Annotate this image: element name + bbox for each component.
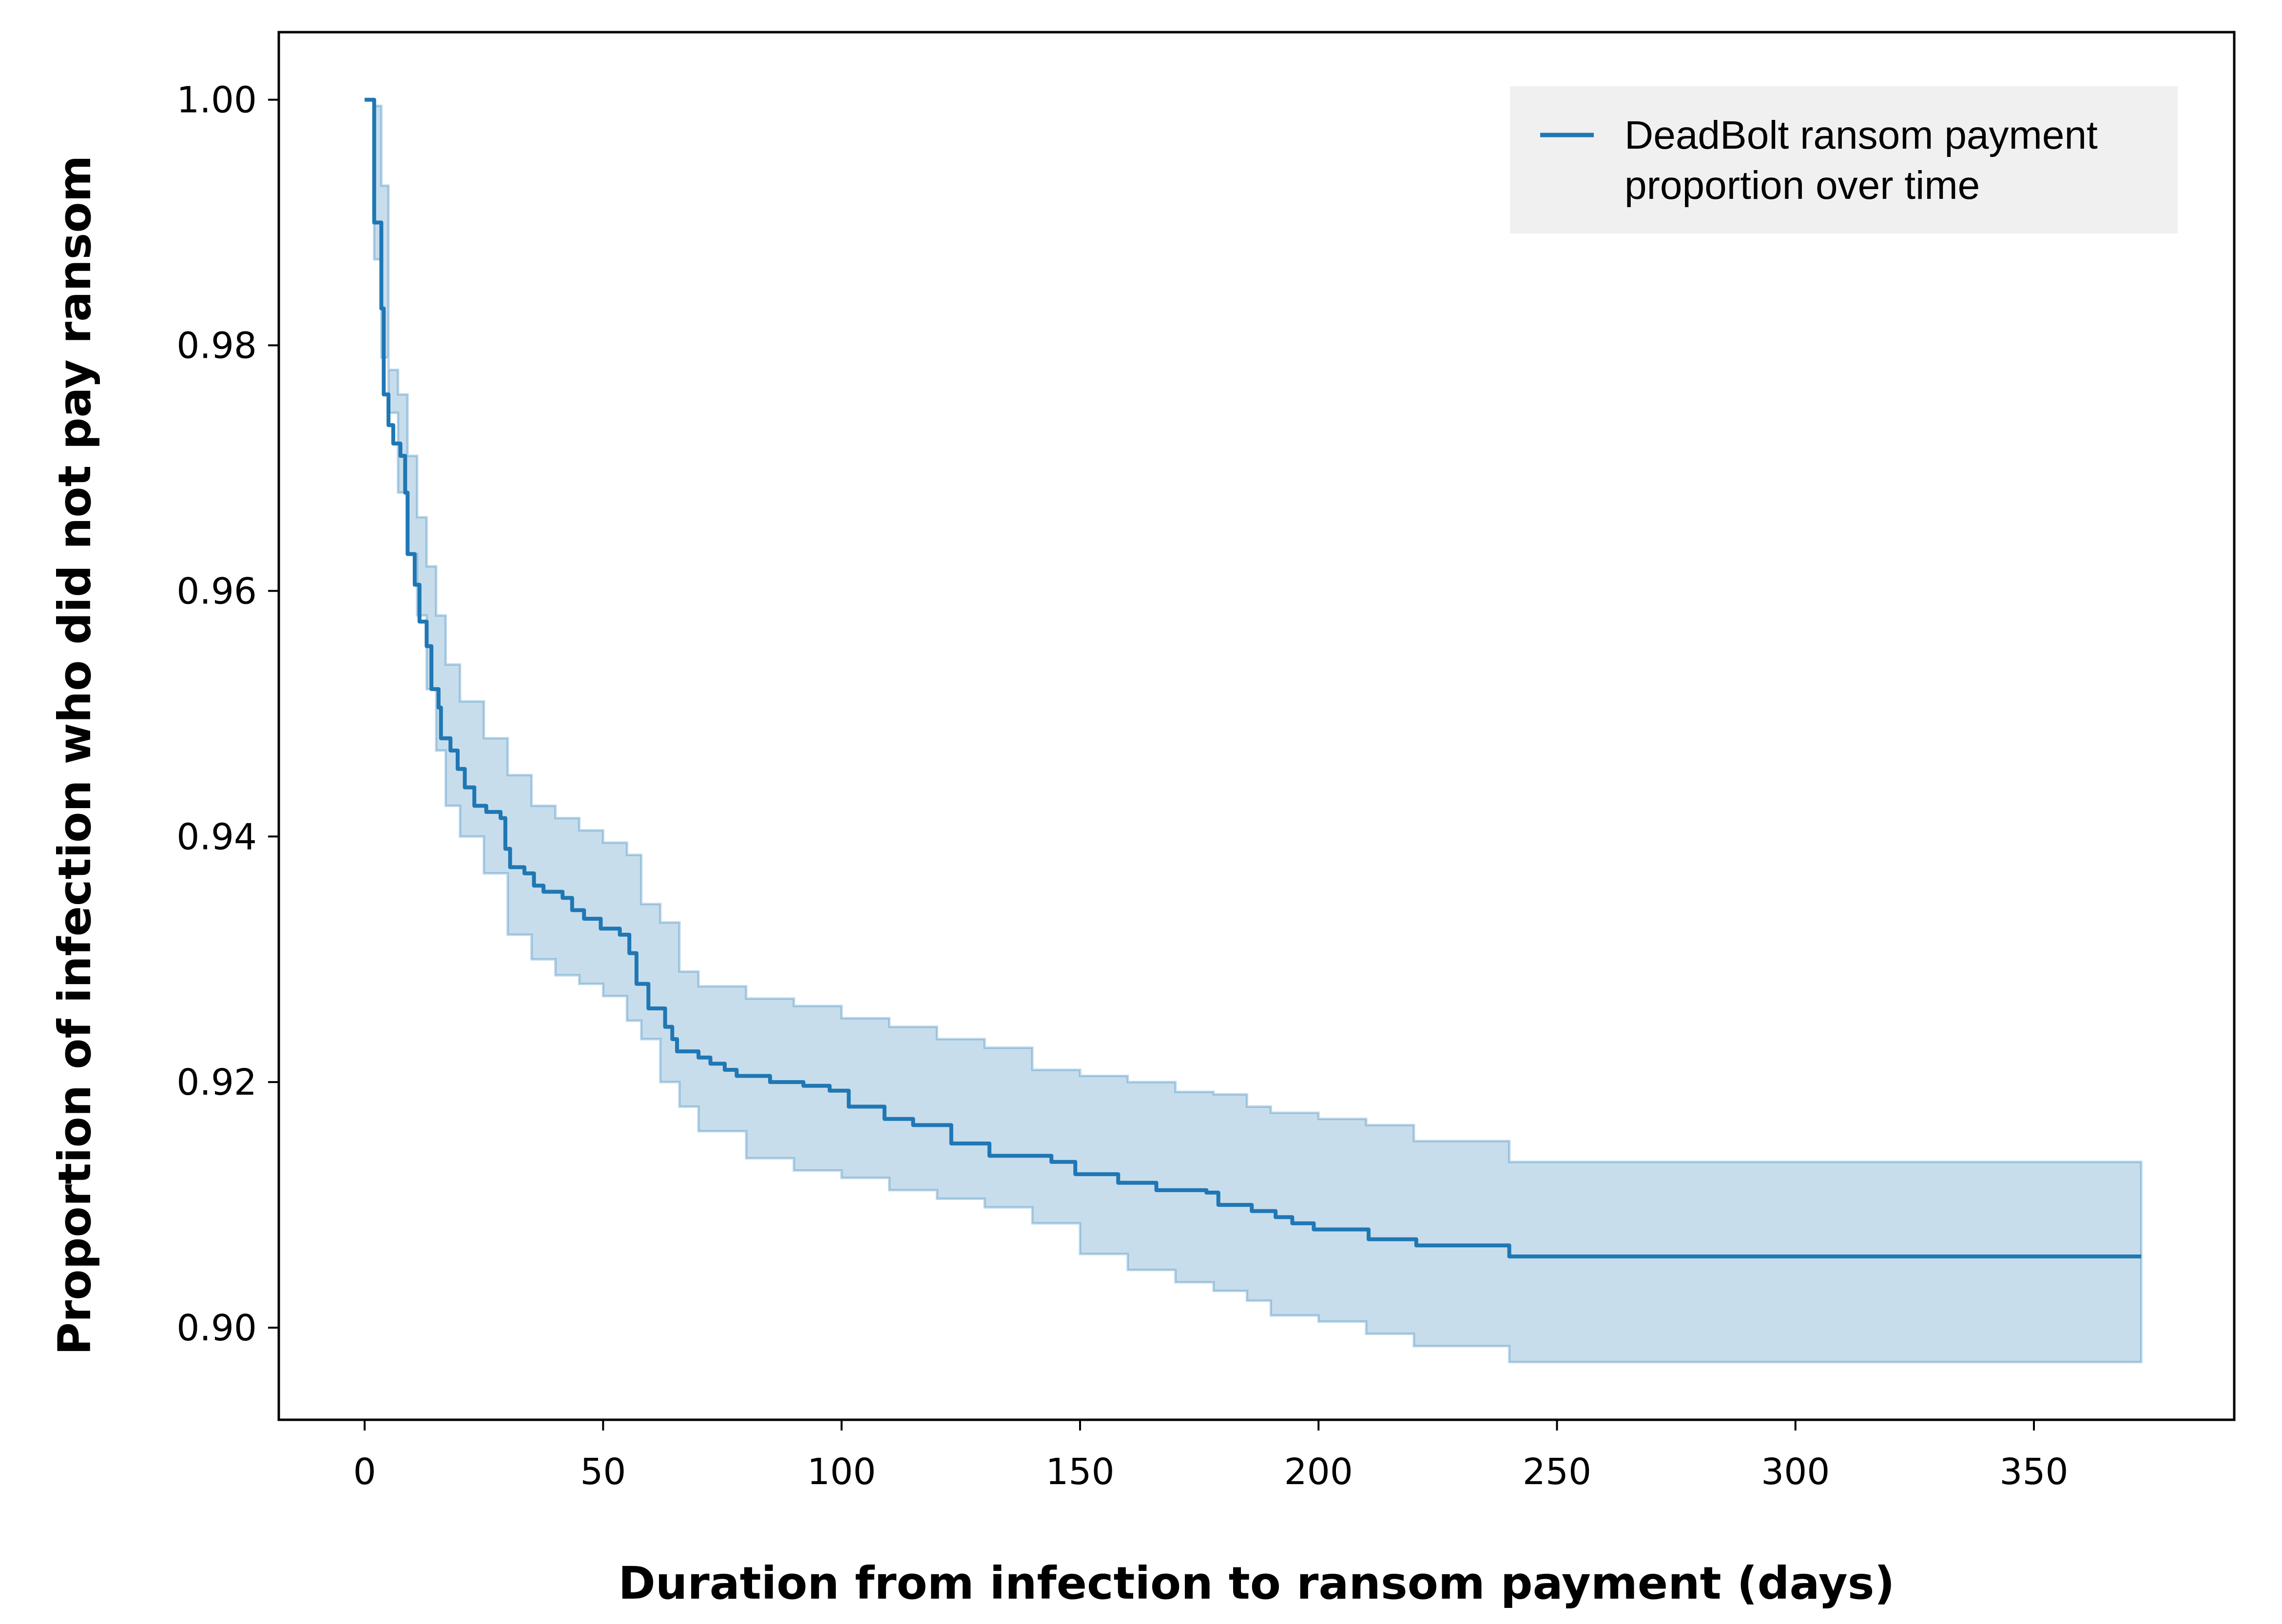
- x-tick-label: 300: [1761, 1451, 1830, 1493]
- legend-box: [1510, 86, 2178, 233]
- y-tick-label: 0.90: [176, 1307, 257, 1349]
- y-tick-label: 0.98: [176, 325, 257, 367]
- x-tick-label: 100: [807, 1451, 876, 1493]
- survival-line: [365, 97, 2142, 1258]
- x-tick-label: 0: [353, 1451, 376, 1493]
- y-axis-title: Proportion of infection who did not pay …: [49, 155, 101, 1355]
- plot-frame: [277, 31, 2236, 1421]
- y-tick-label: 0.92: [176, 1062, 257, 1103]
- legend-label-line-1: DeadBolt ransom payment: [1624, 113, 2098, 157]
- y-tick-label: 0.96: [176, 570, 257, 612]
- x-tick-label: 350: [1999, 1451, 2068, 1493]
- y-tick-label: 1.00: [176, 79, 257, 121]
- x-tick-label: 150: [1045, 1451, 1114, 1493]
- confidence-band: [365, 98, 2143, 1364]
- x-tick-label: 50: [580, 1451, 626, 1493]
- confidence-band-layer: [365, 98, 2143, 1364]
- x-axis-title: Duration from infection to ransom paymen…: [618, 1557, 1895, 1609]
- y-tick-label: 0.94: [176, 816, 257, 858]
- x-axis-ticks: 0 50 100 150 200 250 300 350: [353, 1420, 2069, 1493]
- legend: DeadBolt ransom payment proportion over …: [1510, 86, 2178, 233]
- survival-line-layer: [365, 97, 2142, 1258]
- legend-label-line-2: proportion over time: [1624, 163, 1980, 208]
- x-tick-label: 200: [1284, 1451, 1353, 1493]
- y-axis-ticks: 0.90 0.92 0.94 0.96 0.98 1.00: [176, 79, 279, 1349]
- x-tick-label: 250: [1523, 1451, 1591, 1493]
